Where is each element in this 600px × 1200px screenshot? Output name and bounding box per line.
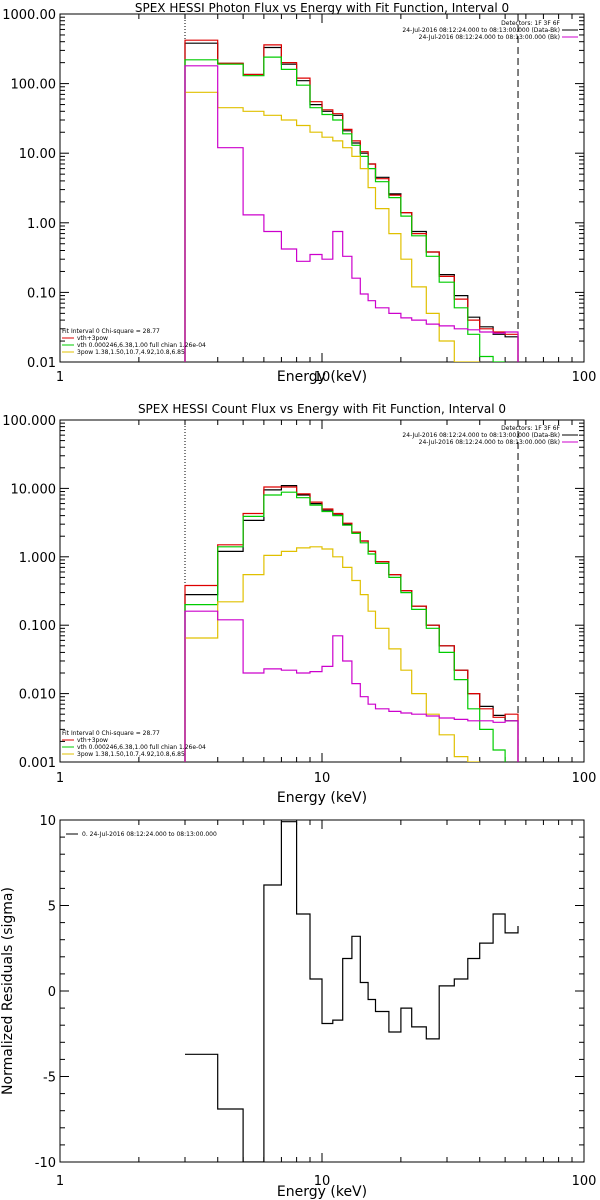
x-tick-label: 100 (572, 1174, 597, 1189)
series-line-2 (184, 491, 506, 762)
x-axis-label: Energy (keV) (277, 1184, 367, 1200)
y-axis-label: Normalized Residuals (sigma) (0, 887, 16, 1095)
series-group (184, 485, 519, 762)
legend-text: 24-Jul-2016 08:12:24.000 to 08:13:00.000… (419, 439, 560, 446)
y-tick-label: 0.010 (19, 688, 56, 703)
series-group (184, 39, 519, 362)
x-axis-label: Energy (keV) (277, 790, 367, 806)
series-line-2 (184, 56, 506, 362)
series-line-4 (184, 610, 519, 762)
count-flux-plot: SPEX HESSI Count Flux vs Energy with Fit… (2, 402, 596, 806)
legend-text: vth 0.000246,6.38,1.00 full chian 1.26e-… (77, 342, 206, 349)
legend-text: 24-Jul-2016 08:12:24.000 to 08:13:00.000… (402, 27, 560, 34)
legend-text: Detectors: 1F 3F 6F (501, 425, 560, 432)
series-line-3 (184, 91, 480, 362)
x-tick-label: 1 (56, 771, 64, 786)
legend-text: vth+3pow (77, 335, 108, 342)
x-tick-label: 1 (56, 1174, 64, 1189)
y-tick-label: 0 (48, 985, 56, 1000)
series-line-0 (185, 821, 519, 1162)
legend-text: 24-Jul-2016 08:12:24.000 to 08:13:00.000… (419, 34, 560, 41)
legend-text: vth+3pow (77, 737, 108, 744)
y-tick-label: 0.001 (19, 756, 56, 771)
y-tick-label: 0.01 (27, 356, 56, 371)
y-tick-label: 0.100 (19, 619, 56, 634)
x-tick-label: 10 (314, 1174, 331, 1189)
y-tick-label: -10 (35, 1156, 56, 1171)
series-group (185, 821, 519, 1162)
series-line-4 (184, 65, 519, 362)
photon-flux-plot: SPEX HESSI Photon Flux vs Energy with Fi… (2, 1, 596, 385)
y-tick-label: 5 (48, 900, 56, 915)
y-tick-label: 1.00 (27, 217, 56, 232)
y-tick-label: 100.000 (2, 414, 56, 429)
plot-frame (59, 419, 585, 763)
x-tick-label: 1 (56, 370, 64, 385)
legend-text: 24-Jul-2016 08:12:24.000 to 08:13:00.000… (402, 432, 560, 439)
x-tick-label: 100 (572, 370, 597, 385)
x-tick-label: 10 (314, 370, 331, 385)
legend-text: 0. 24-Jul-2016 08:12:24.000 to 08:13:00.… (82, 831, 217, 838)
plot-title: SPEX HESSI Photon Flux vs Energy with Fi… (135, 1, 509, 15)
x-tick-label: 10 (314, 771, 331, 786)
x-axis-label: Energy (keV) (277, 369, 367, 385)
legend-text: 3pow 1.38,1.50,10.7,4.92,10.8,6.85 (77, 751, 185, 758)
y-tick-label: 1.000 (19, 551, 56, 566)
legend-text: 3pow 1.38,1.50,10.7,4.92,10.8,6.85 (77, 349, 185, 356)
y-tick-label: 10 (39, 814, 56, 829)
plot-frame (59, 13, 585, 363)
legend-text: Fit Interval 0 Chi-square = 28.77 (62, 328, 160, 335)
plot-title: SPEX HESSI Count Flux vs Energy with Fit… (138, 402, 506, 416)
y-tick-label: 1000.00 (2, 8, 56, 23)
legend-text: Fit Interval 0 Chi-square = 28.77 (62, 730, 160, 737)
legend-text: vth 0.000246,6.38,1.00 full chian 1.26e-… (77, 744, 206, 751)
y-tick-label: 10.00 (19, 147, 56, 162)
y-tick-label: 0.10 (27, 286, 56, 301)
legend-text: Detectors: 1F 3F 6F (501, 20, 560, 27)
x-tick-label: 100 (572, 771, 597, 786)
y-tick-label: 100.00 (11, 78, 57, 93)
y-tick-label: -5 (43, 1071, 56, 1086)
y-tick-label: 10.000 (11, 482, 57, 497)
